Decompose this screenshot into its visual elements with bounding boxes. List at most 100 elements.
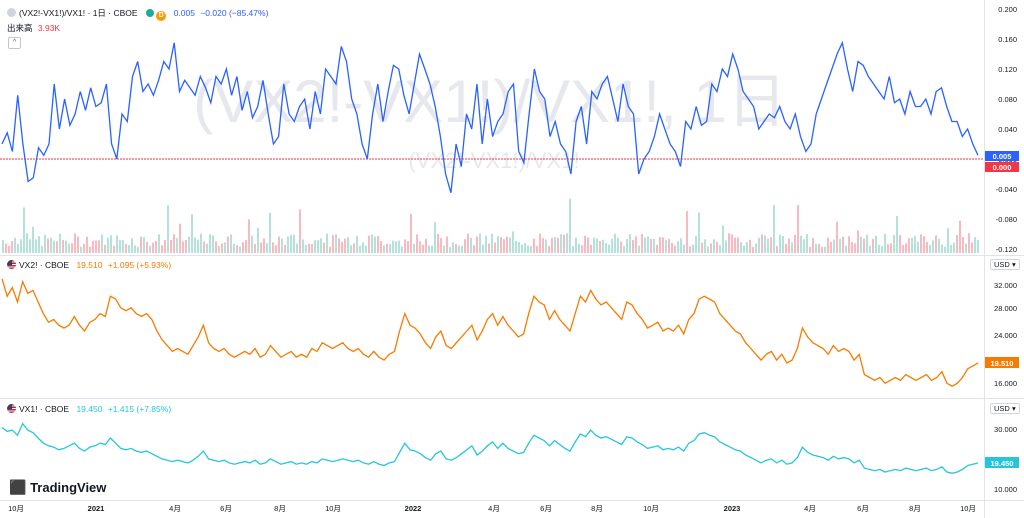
volume-bar xyxy=(56,241,58,253)
volume-bar xyxy=(557,237,559,253)
volume-bar xyxy=(641,233,643,253)
volume-bar xyxy=(299,209,301,253)
price-axis-pane-1[interactable]: 0.200 0.160 0.120 0.080 0.040 0.000 -0.040 -0.0… xyxy=(996,5,1017,254)
volume-bar xyxy=(923,236,925,253)
legend-symbol-1[interactable]: (VX2!-VX1!)/VX1! · 1日 · CBOE xyxy=(19,8,138,18)
volume-bar xyxy=(398,240,400,253)
volume-bar xyxy=(935,235,937,253)
volume-bar xyxy=(131,238,133,253)
volume-bar xyxy=(281,238,283,253)
vx1-series[interactable] xyxy=(1,422,979,474)
volume-bar xyxy=(38,236,40,253)
volume-bar xyxy=(113,245,115,253)
volume-bar xyxy=(755,243,757,253)
volume-bar xyxy=(110,235,112,253)
legend-symbol-3[interactable]: VX1! · CBOE xyxy=(19,404,70,414)
collapse-legend-button[interactable]: ^ xyxy=(8,37,21,49)
volume-bar xyxy=(119,240,121,253)
volume-bar xyxy=(227,236,229,253)
series-line-3[interactable] xyxy=(1,422,979,474)
last-value-badge-bg-1 xyxy=(985,151,1019,161)
volume-bar xyxy=(401,246,403,253)
legend-pane-2[interactable]: VX2! · CBOE 19.510 +1.095 (+5.93%) xyxy=(7,260,171,270)
volume-bar xyxy=(407,240,409,253)
volume-bar xyxy=(860,236,862,253)
y-tick-label: 0.160 xyxy=(998,35,1017,44)
volume-bar xyxy=(674,245,676,253)
market-status-icon[interactable] xyxy=(145,9,154,17)
volume-bar xyxy=(761,234,763,253)
volume-bar xyxy=(809,246,811,253)
volume-bar xyxy=(938,238,940,253)
volume-bar xyxy=(572,246,574,253)
volume-bar xyxy=(527,245,529,253)
currency-selector-3[interactable]: USD ▾ xyxy=(990,403,1020,414)
volume-bar xyxy=(872,238,874,253)
vx2-series[interactable] xyxy=(1,278,979,387)
volume-bar xyxy=(473,245,475,253)
volume-bar xyxy=(362,242,364,253)
volume-bar xyxy=(41,245,43,253)
volume-bar xyxy=(548,246,550,253)
volume-bar xyxy=(752,246,754,253)
volume-bar xyxy=(107,237,109,253)
volume-bar xyxy=(542,238,544,253)
volume-bar xyxy=(74,233,76,253)
volume-bar xyxy=(686,211,688,253)
chevron-down-icon: ▾ xyxy=(1011,260,1016,269)
volume-bar xyxy=(488,243,490,253)
volume-bar xyxy=(770,237,772,253)
volume-bar xyxy=(617,237,619,253)
last-value-badge-2: 19.510 xyxy=(991,359,1014,368)
volume-bar xyxy=(146,241,148,253)
volume-bar xyxy=(395,241,397,253)
volume-bar xyxy=(242,242,244,253)
volume-bar xyxy=(392,240,394,253)
x-tick-label: 10月 xyxy=(960,504,976,513)
currency-selector-2[interactable]: USD ▾ xyxy=(990,259,1020,270)
volume-bar xyxy=(455,243,457,253)
volume-bar xyxy=(476,236,478,253)
x-tick-label: 4月 xyxy=(488,504,500,513)
volume-bar xyxy=(89,246,91,253)
volume-legend[interactable]: 出来高 3.93K xyxy=(7,22,60,34)
volume-bar xyxy=(467,233,469,253)
legend-pane-3[interactable]: VX1! · CBOE 19.450 +1.415 (+7.85%) xyxy=(7,404,171,414)
volume-bar xyxy=(578,244,580,253)
volume-bar xyxy=(374,236,376,253)
tradingview-logo[interactable]: ⬛ TradingView xyxy=(9,479,106,496)
y-tick-label: 30.000 xyxy=(994,425,1017,434)
legend-pane-1[interactable]: (VX2!-VX1!)/VX1! · 1日 · CBOE D 0.005 −0.… xyxy=(7,7,268,21)
spread-series[interactable] xyxy=(1,40,979,193)
volume-bar xyxy=(170,240,172,253)
volume-bar xyxy=(311,243,313,253)
series-line-2[interactable] xyxy=(1,278,979,387)
volume-bar xyxy=(419,241,421,253)
delayed-data-icon[interactable]: D xyxy=(156,11,167,21)
volume-bar xyxy=(716,241,718,253)
y-tick-label: 0.200 xyxy=(998,5,1017,14)
legend-symbol-2[interactable]: VX2! · CBOE xyxy=(19,260,70,270)
x-tick-label: 6月 xyxy=(220,504,232,513)
volume-bar xyxy=(956,235,958,253)
volume-bar xyxy=(581,245,583,253)
volume-bar xyxy=(218,245,220,253)
volume-bar xyxy=(968,233,970,253)
volume-bar xyxy=(257,227,259,253)
volume-bar xyxy=(503,239,505,253)
volume-bar xyxy=(155,240,157,253)
volume-bar xyxy=(608,244,610,253)
series-line-1[interactable] xyxy=(1,40,979,193)
volume-bar xyxy=(416,234,418,253)
volume-bar xyxy=(830,241,832,253)
volume-bar xyxy=(800,235,802,253)
volume-bar xyxy=(338,238,340,253)
time-axis[interactable]: 10月 2021 4月 6月 8月 10月 2022 4月 6月 8月 10月 2023 4月 6月 8月 1… xyxy=(8,504,976,513)
volume-bar xyxy=(896,215,898,253)
volume-bar xyxy=(23,207,25,253)
volume-bar xyxy=(179,223,181,253)
volume-bar xyxy=(893,234,895,253)
volume-bar xyxy=(740,242,742,253)
volume-bar xyxy=(380,240,382,253)
